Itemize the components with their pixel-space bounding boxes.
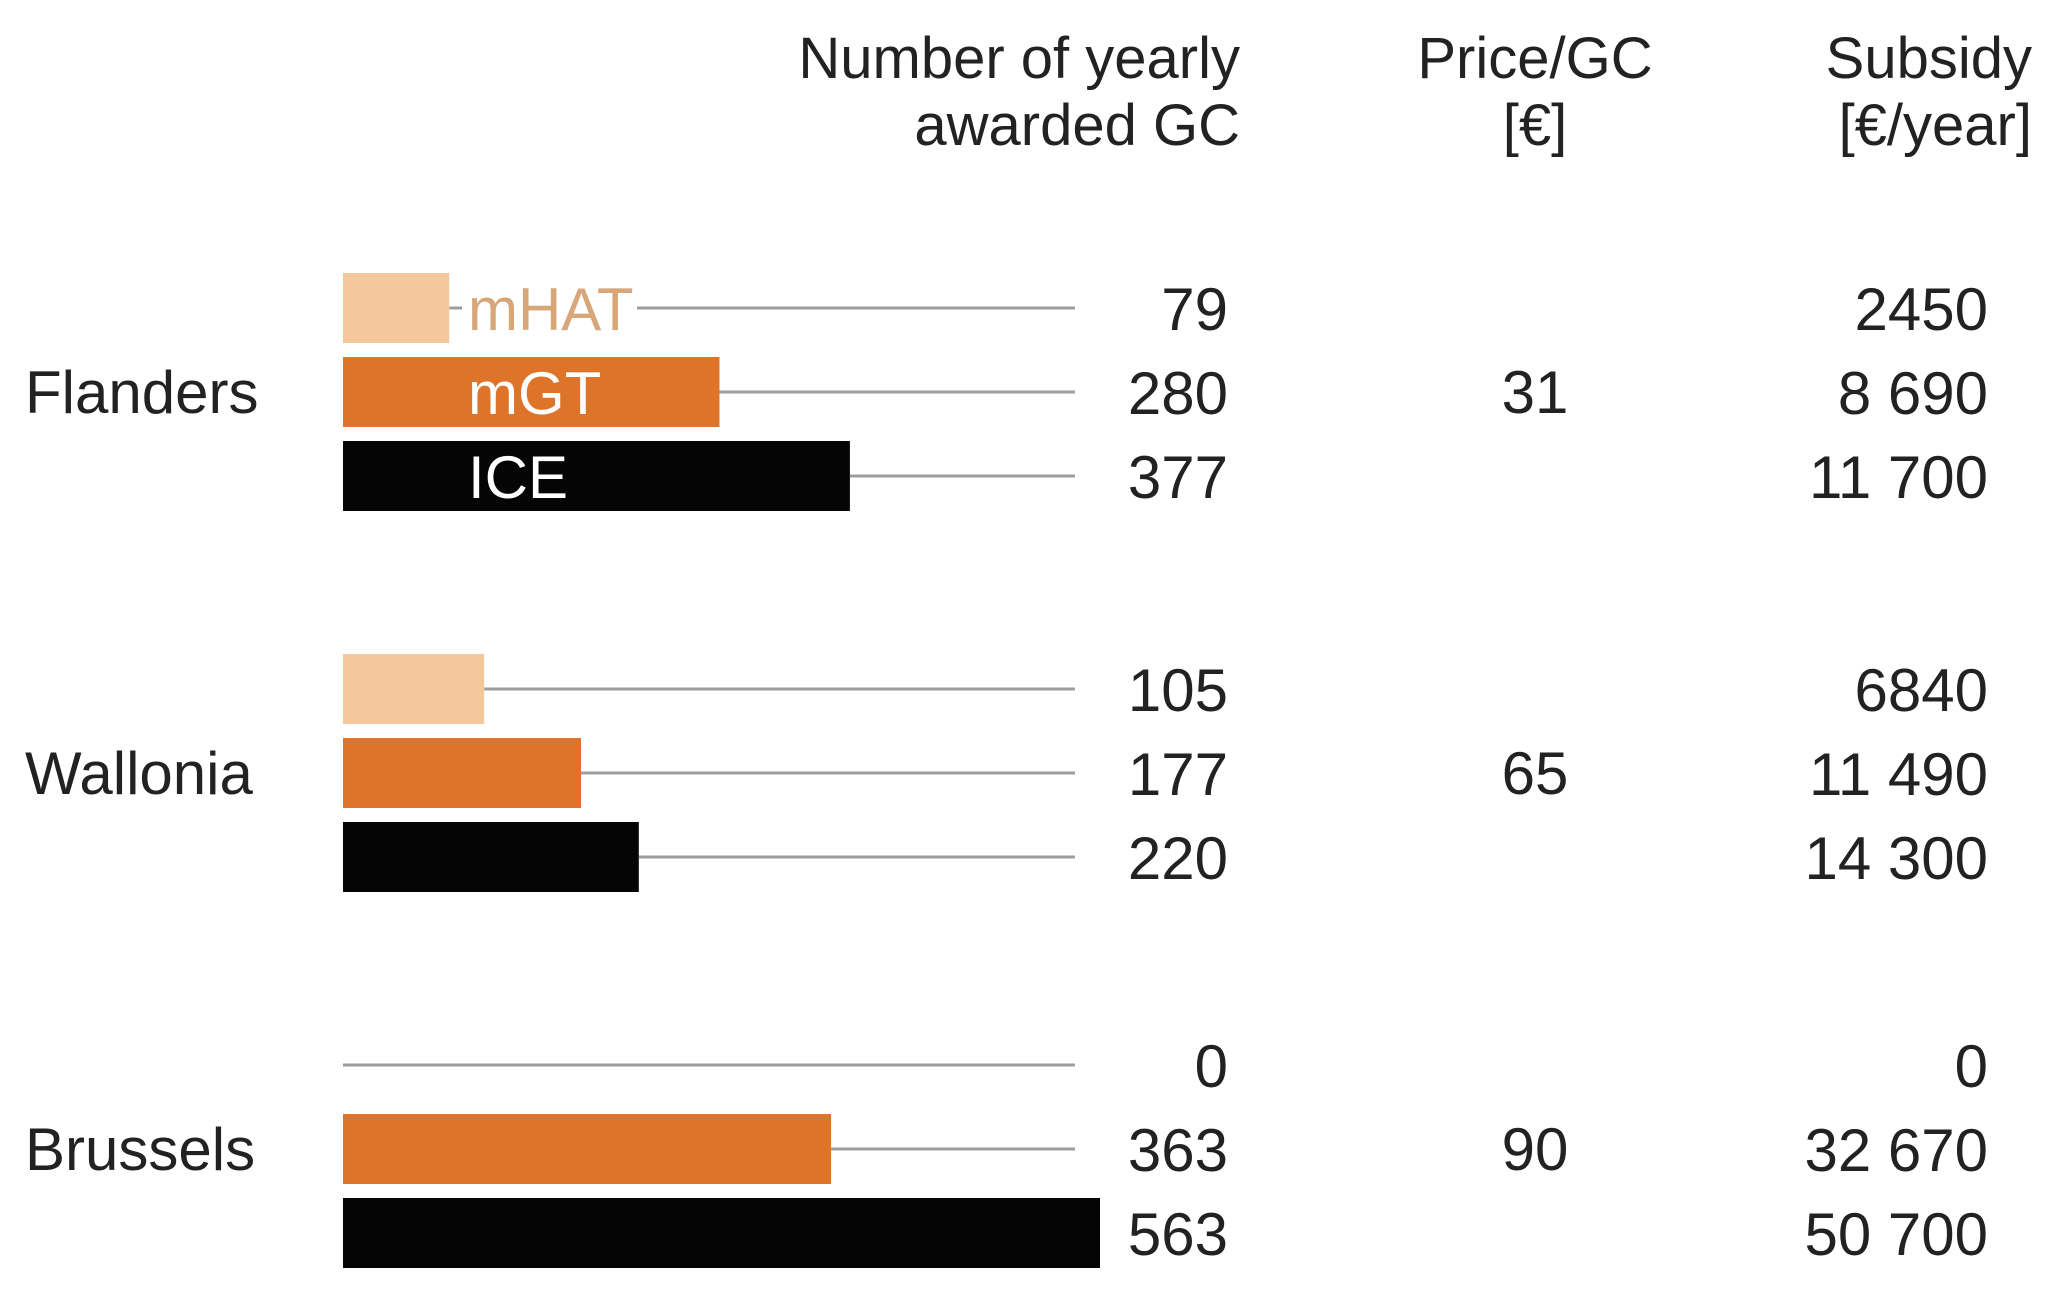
bar-flanders-mgt <box>343 357 720 427</box>
subsidy-label-brussels-ice: 50 700 <box>1804 1201 1988 1268</box>
value-label-wallonia-ice: 220 <box>1128 825 1228 892</box>
region-label-brussels: Brussels <box>25 1116 255 1183</box>
subsidy-label-flanders-ice: 11 700 <box>1809 444 1988 511</box>
value-label-brussels-mhat: 0 <box>1195 1033 1228 1100</box>
header-price-line2: [€] <box>1503 93 1568 158</box>
column-headers: Number of yearly awarded GC Price/GC [€]… <box>798 26 2032 158</box>
subsidy-label-wallonia-mgt: 11 490 <box>1809 741 1988 808</box>
header-subsidy-line1: Subsidy <box>1826 26 2032 91</box>
subsidy-label-flanders-mgt: 8 690 <box>1838 360 1988 427</box>
subsidy-label-brussels-mhat: 0 <box>1955 1033 1988 1100</box>
value-label-brussels-mgt: 363 <box>1128 1117 1228 1184</box>
bar-wallonia-mgt <box>343 738 581 808</box>
bar-wallonia-ice <box>343 822 639 892</box>
value-label-brussels-ice: 563 <box>1128 1201 1228 1268</box>
header-price-line1: Price/GC <box>1417 26 1652 91</box>
bar-flanders-ice <box>343 441 850 511</box>
series-label-ice: ICE <box>468 444 568 511</box>
subsidy-label-wallonia-mhat: 6840 <box>1855 657 1988 724</box>
region-label-wallonia: Wallonia <box>25 740 254 807</box>
value-label-wallonia-mhat: 105 <box>1128 657 1228 724</box>
value-label-flanders-mhat: 79 <box>1161 276 1228 343</box>
plot-area: Flanders 31 mHAT 79 2450 mGT 280 8 690 ICE 377 11 … <box>25 273 1988 1268</box>
subsidy-label-flanders-mhat: 2450 <box>1855 276 1988 343</box>
value-label-wallonia-mgt: 177 <box>1128 741 1228 808</box>
subsidy-label-wallonia-ice: 14 300 <box>1804 825 1988 892</box>
header-count-line2: awarded GC <box>914 93 1240 158</box>
value-label-flanders-mgt: 280 <box>1128 360 1228 427</box>
region-label-flanders: Flanders <box>25 359 258 426</box>
bar-flanders-mhat <box>343 273 450 343</box>
header-subsidy-line2: [€/year] <box>1839 93 2032 158</box>
series-label-background <box>462 278 637 338</box>
bar-brussels-ice <box>343 1198 1100 1268</box>
value-label-flanders-ice: 377 <box>1128 444 1228 511</box>
bar-wallonia-mhat <box>343 654 485 724</box>
bar-brussels-mgt <box>343 1114 832 1184</box>
price-label-brussels: 90 <box>1502 1116 1569 1183</box>
price-label-wallonia: 65 <box>1502 740 1569 807</box>
header-count-line1: Number of yearly <box>798 26 1240 91</box>
price-label-flanders: 31 <box>1502 359 1569 426</box>
series-label-mhat: mHAT <box>468 276 634 343</box>
subsidy-label-brussels-mgt: 32 670 <box>1804 1117 1988 1184</box>
series-label-mgt: mGT <box>468 360 601 427</box>
